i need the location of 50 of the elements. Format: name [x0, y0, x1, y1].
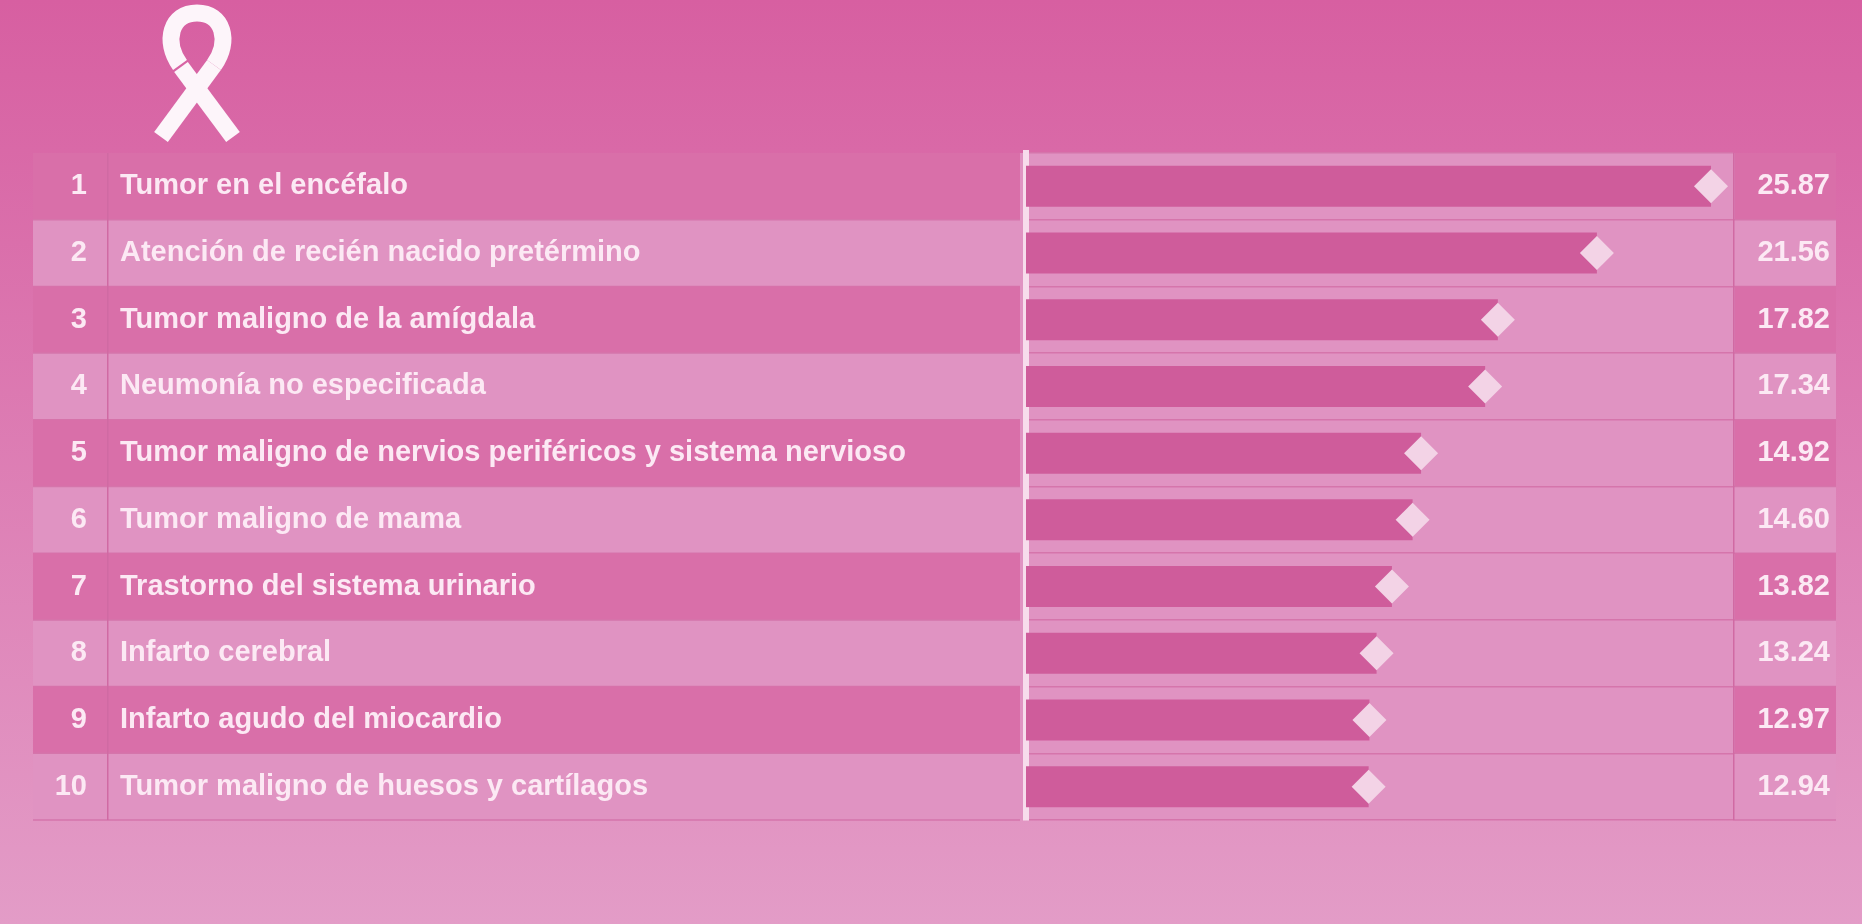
y-tick-label: Infarto cerebral — [120, 635, 332, 668]
bar — [1026, 566, 1392, 608]
y-tick-label: Tumor en el encéfalo — [120, 168, 408, 201]
y-tick-label: Tumor maligno de huesos y cartílagos — [120, 768, 649, 801]
point — [1359, 636, 1394, 671]
data-label: 25.87 — [1757, 168, 1830, 201]
data-label: 12.97 — [1757, 701, 1830, 734]
point — [1480, 302, 1515, 337]
text: 5 — [70, 435, 87, 468]
point — [1351, 769, 1386, 804]
data-label: 17.34 — [1757, 368, 1830, 401]
point — [1404, 436, 1439, 471]
point — [1579, 236, 1614, 271]
point — [1694, 169, 1729, 204]
data-label: 14.60 — [1757, 501, 1830, 534]
bar — [1026, 766, 1369, 808]
bar — [1026, 699, 1370, 741]
bar — [1026, 165, 1712, 207]
bar — [1026, 432, 1422, 474]
text: 6 — [70, 501, 87, 534]
y-tick-label: Infarto agudo del miocardio — [120, 701, 502, 734]
point — [1395, 502, 1430, 537]
bar — [1026, 365, 1486, 407]
data-label: 13.24 — [1757, 635, 1830, 668]
bar — [1026, 499, 1413, 541]
y-tick-label: Atención de recién nacido pretérmino — [120, 235, 641, 268]
data-label: 14.92 — [1757, 435, 1830, 468]
y-tick-label: Trastorno del sistema urinario — [120, 568, 536, 601]
data-label: 12.94 — [1757, 768, 1830, 801]
data-label: 13.82 — [1757, 568, 1830, 601]
text: 3 — [70, 301, 87, 334]
bar — [1026, 632, 1377, 674]
y-tick-label: Tumor maligno de nervios periféricos y sistema nervioso — [120, 435, 906, 468]
point — [1468, 369, 1503, 404]
text: 4 — [70, 368, 87, 401]
y-tick-label: Neumonía no especificada — [120, 368, 487, 401]
point — [1374, 569, 1409, 604]
bar — [1026, 232, 1597, 274]
text: 8 — [70, 635, 87, 668]
text: 10 — [54, 768, 87, 801]
text: 1 — [70, 168, 87, 201]
y-tick-label: Tumor maligno de la amígdala — [120, 301, 537, 334]
point — [1352, 702, 1387, 737]
y-tick-label: Tumor maligno de mama — [120, 501, 462, 534]
data-label: 17.82 — [1757, 301, 1830, 334]
bar — [1026, 299, 1498, 341]
text: 7 — [70, 568, 87, 601]
text: 9 — [70, 701, 87, 734]
data-label: 21.56 — [1757, 235, 1830, 268]
text: 2 — [70, 235, 87, 268]
